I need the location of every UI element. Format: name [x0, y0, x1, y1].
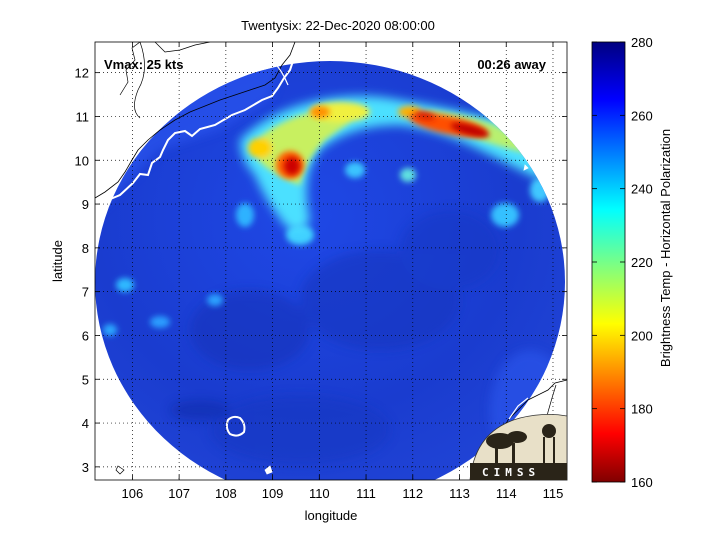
y-tick-label: 7: [82, 285, 89, 300]
colorbar-tick-labels: 160 180 200 220 240 260 280: [631, 35, 653, 490]
y-tick-label: 4: [82, 416, 89, 431]
x-axis-label: longitude: [305, 508, 358, 523]
colorbar-tick-label: 200: [631, 328, 653, 343]
colorbar-tick-label: 260: [631, 108, 653, 123]
colorbar-tick-label: 220: [631, 255, 653, 270]
colorbar-tick-label: 240: [631, 182, 653, 197]
x-tick-label: 108: [215, 486, 237, 501]
x-tick-label: 109: [262, 486, 284, 501]
x-tick-label: 106: [122, 486, 144, 501]
y-axis-label: latitude: [50, 240, 65, 282]
coastline-outline: [95, 42, 296, 199]
island-outline: [225, 415, 246, 437]
y-tick-label: 11: [76, 109, 90, 124]
y-tick-label: 8: [82, 241, 89, 256]
x-tick-label: 114: [496, 486, 517, 501]
y-tick-label: 6: [82, 328, 89, 343]
y-tick-label: 5: [82, 372, 89, 387]
y-tick-label: 3: [82, 460, 89, 475]
y-tick-label: 9: [82, 197, 89, 212]
water-tower-icon: [542, 424, 556, 438]
x-tick-labels: 106 107 108 109 110 111 112 113 114 115: [122, 486, 564, 501]
y-tick-label: 12: [75, 66, 89, 81]
colorbar-label: Brightness Temp - Horizontal Polarizatio…: [658, 129, 673, 367]
coastline-vietnam: [95, 42, 299, 206]
y-tick-labels: 3 4 5 6 7 8 9 10 11 12: [75, 66, 89, 475]
colorbar-tick-label: 280: [631, 35, 653, 50]
y-tick-label: 10: [75, 153, 89, 168]
colorbar-ticks: [592, 41, 625, 483]
x-tick-label: 107: [168, 486, 190, 501]
map-title: Twentysix: 22-Dec-2020 08:00:00: [241, 18, 435, 33]
time-away-label: 00:26 away: [477, 57, 546, 72]
map-axes-frame: [94, 41, 568, 481]
colorbar-tick-label: 180: [631, 402, 653, 417]
cimss-logo: CIMSS: [469, 414, 568, 481]
x-tick-label: 113: [449, 486, 470, 501]
x-tick-label: 111: [356, 486, 376, 501]
x-tick-label: 115: [543, 486, 564, 501]
logo-text: CIMSS: [482, 466, 540, 479]
map-grid: [95, 42, 567, 480]
x-tick-label: 110: [309, 486, 330, 501]
x-tick-label: 112: [402, 486, 423, 501]
colorbar: [591, 41, 626, 483]
vmax-label: Vmax: 25 kts: [104, 57, 184, 72]
colorbar-tick-label: 160: [631, 475, 653, 490]
